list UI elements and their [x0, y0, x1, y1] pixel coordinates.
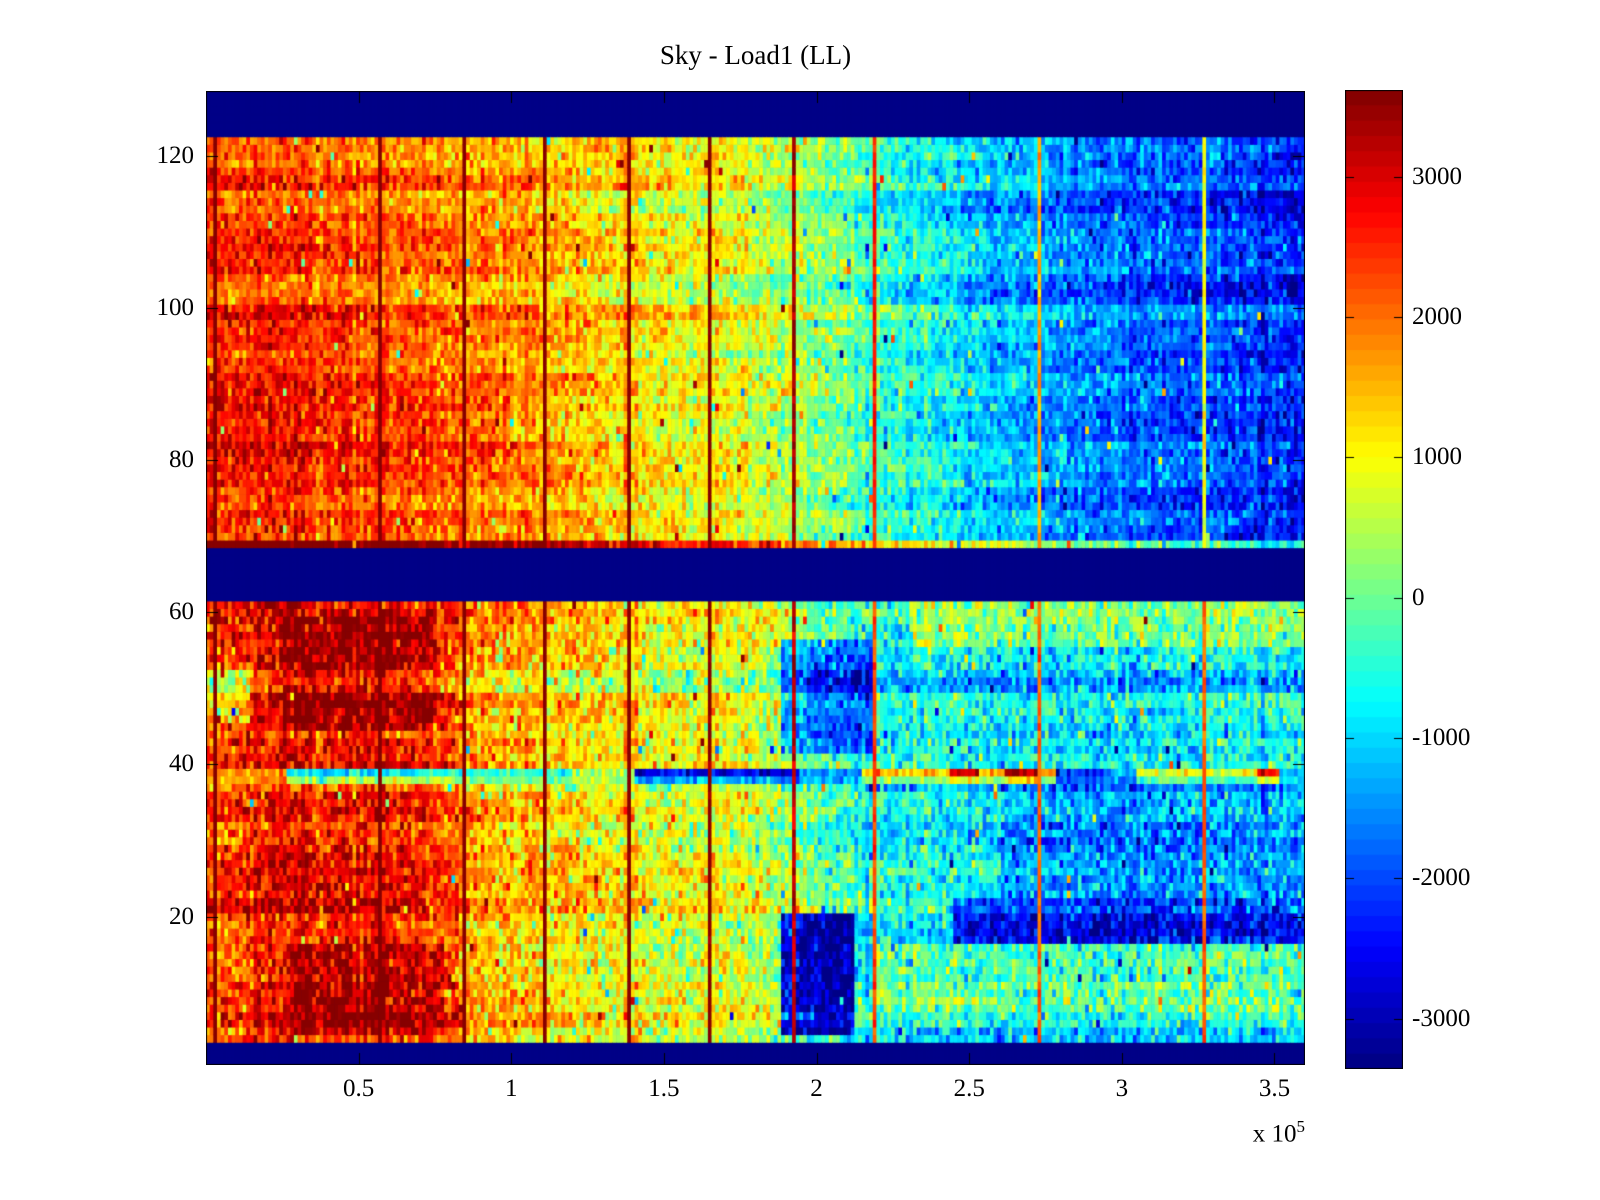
colorbar-tick-label: 2000: [1412, 303, 1462, 331]
y-tick-label: 80: [169, 446, 194, 474]
colorbar-tick-label: -1000: [1412, 723, 1471, 751]
x-tick-label: 0.5: [343, 1075, 375, 1102]
y-tick-label: 120: [156, 141, 195, 169]
colorbar-tick-label: 1000: [1412, 443, 1462, 471]
colorbar-tick-label: 3000: [1412, 162, 1462, 190]
x-tick-label: 2: [810, 1075, 823, 1102]
colorbar-tick-label: -3000: [1412, 1004, 1471, 1032]
x-tick-label: 1.5: [648, 1075, 680, 1102]
colorbar-canvas: [1345, 90, 1403, 1069]
y-tick-label: 40: [169, 750, 194, 778]
colorbar-tick-label: -2000: [1412, 864, 1471, 892]
x-tick-label: 3: [1115, 1075, 1129, 1102]
x-exponent-prefix: x 10: [1252, 1120, 1297, 1148]
x-tick-label: 2.5: [953, 1075, 985, 1102]
x-exponent-power: 5: [1296, 1117, 1306, 1136]
y-tick-label: 60: [169, 598, 194, 626]
y-tick-label: 100: [156, 293, 195, 321]
y-tick-label: 20: [169, 902, 194, 930]
colorbar-tick-label: 0: [1412, 583, 1425, 611]
x-axis-exponent-label: x 105: [1105, 1112, 1305, 1149]
plot-title: Sky - Load1 (LL): [659, 40, 852, 70]
heatmap-canvas: [206, 91, 1305, 1065]
x-tick-label: 3.5: [1258, 1075, 1291, 1102]
x-tick-label: 1: [505, 1075, 518, 1102]
